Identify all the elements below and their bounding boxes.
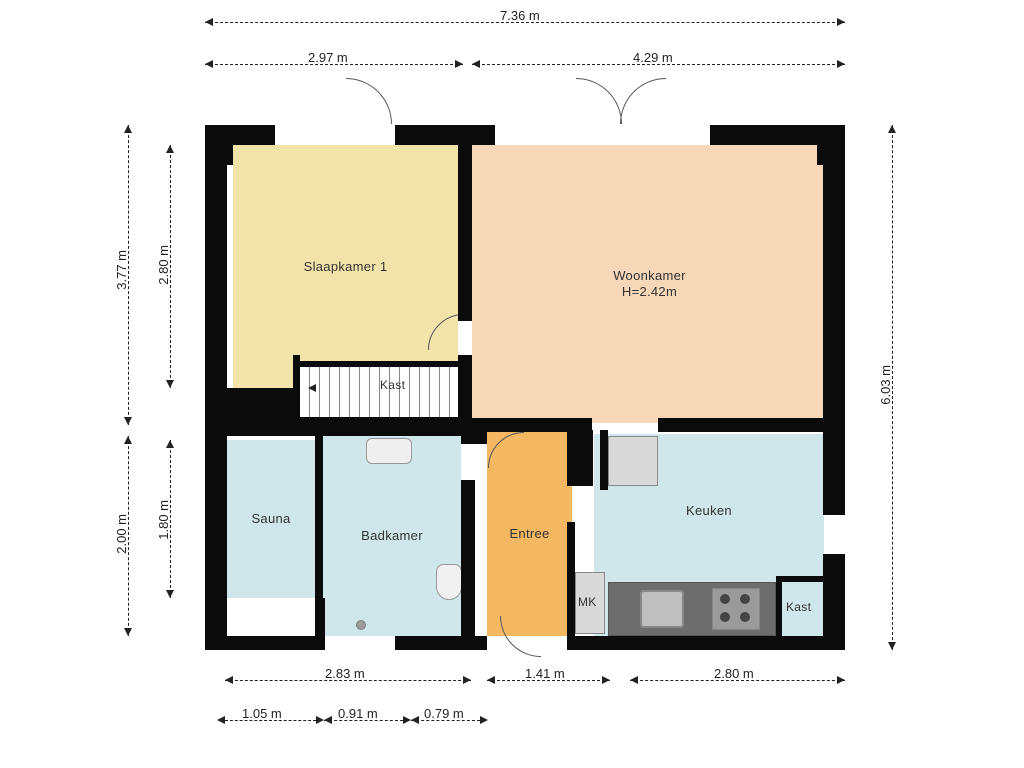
dim-arrow-icon [888,125,896,133]
bathroom-basin-icon [366,438,412,464]
dim-left-377: 3.77 m [114,250,129,290]
wall [458,125,472,321]
dim-arrow-icon [205,60,213,68]
room-woonkamer: Woonkamer H=2.42m [472,145,827,423]
stairs-kast [300,361,458,423]
dim-bot-091: 0.91 m [338,706,378,721]
wall [395,125,495,145]
dim-arrow-icon [411,716,419,724]
dim-arrow-icon [463,676,471,684]
dim-arrow-icon [217,716,225,724]
kitchen-hob-icon [712,588,760,630]
wall [567,430,593,486]
room-label-slaapkamer1: Slaapkamer 1 [304,258,388,274]
dim-arrow-icon [487,676,495,684]
wall [461,430,487,444]
wall [205,598,227,650]
dim-bot-079: 0.79 m [424,706,464,721]
dim-bot-105: 1.05 m [242,706,282,721]
wall [293,355,300,418]
dim-right-603: 6.03 m [878,365,893,405]
dim-arrow-icon [166,590,174,598]
room-label-entree: Entree [509,526,549,542]
woonkamer-name: Woonkamer [613,268,686,283]
dim-arrow-icon [324,716,332,724]
dim-arrow-icon [166,380,174,388]
stair-arrow-icon [308,384,316,392]
dim-arrow-icon [602,676,610,684]
room-slaapkamer1: Slaapkamer 1 [233,145,458,388]
dim-arrow-icon [124,125,132,133]
wall [461,480,475,636]
dim-arrow-icon [480,716,488,724]
dim-arrow-icon [124,417,132,425]
woonkamer-height: H=2.42m [622,284,677,299]
bathroom-drain-icon [356,620,366,630]
dim-arrow-icon [205,18,213,26]
dim-left-200: 2.00 m [114,514,129,554]
dim-arrow-icon [888,642,896,650]
wall [823,610,845,650]
wall [776,576,782,636]
room-label-keuken: Keuken [686,503,732,519]
dim-arrow-icon [316,716,324,724]
dim-arrow-icon [472,60,480,68]
dim-arrow-icon [166,440,174,448]
label-kast-stairs: Kast [380,378,405,392]
wall [776,576,826,582]
room-badkamer: Badkamer [323,436,461,636]
dim-top-left: 2.97 m [308,50,348,65]
dim-bot-280: 2.80 m [714,666,754,681]
wall [567,522,575,636]
dim-left-280: 2.80 m [156,245,171,285]
dim-arrow-icon [837,676,845,684]
dim-top-right: 4.29 m [633,50,673,65]
dim-bot-141: 1.41 m [525,666,565,681]
wall [205,125,227,395]
kitchen-block [608,436,658,486]
room-label-sauna: Sauna [251,511,290,527]
label-mk: MK [578,595,597,609]
dim-arrow-icon [455,60,463,68]
bathroom-toilet-icon [436,564,462,600]
dim-arrow-icon [837,18,845,26]
room-label-woonkamer: Woonkamer H=2.42m [613,268,686,301]
dim-arrow-icon [124,436,132,444]
dim-left-180: 1.80 m [156,500,171,540]
wall [395,636,487,650]
kitchen-sink-icon [640,590,684,628]
dim-top-total: 7.36 m [500,8,540,23]
dim-arrow-icon [166,145,174,153]
wall [227,418,477,436]
dim-arrow-icon [225,676,233,684]
room-label-badkamer: Badkamer [361,528,423,544]
dim-arrow-icon [630,676,638,684]
room-sauna: Sauna [227,440,315,598]
wall [600,430,608,490]
wall [658,418,845,432]
dim-bot-283: 2.83 m [325,666,365,681]
label-kast2: Kast [786,600,811,614]
floorplan-stage: Slaapkamer 1 Woonkamer H=2.42m Kast Saun… [0,0,1024,768]
dim-arrow-icon [403,716,411,724]
wall [823,125,845,515]
dim-arrow-icon [124,628,132,636]
dim-arrow-icon [837,60,845,68]
wall [567,636,845,650]
wall [315,436,323,636]
